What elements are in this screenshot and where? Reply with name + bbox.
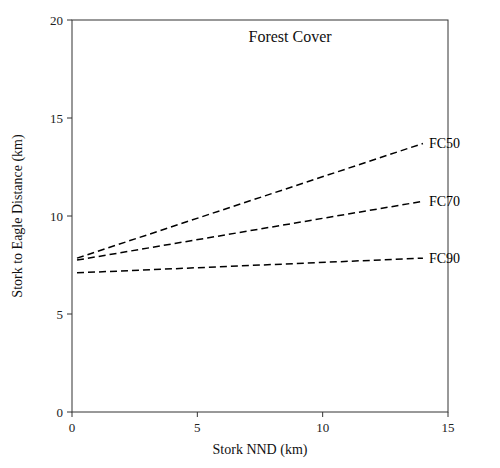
y-tick-label: 15	[50, 111, 63, 126]
series-label: FC90	[429, 251, 460, 266]
x-tick	[197, 412, 198, 417]
y-tick	[67, 20, 72, 21]
series-line	[77, 143, 423, 258]
y-tick	[67, 314, 72, 315]
y-tick-label: 20	[50, 13, 63, 28]
series-line	[77, 201, 423, 260]
x-tick	[72, 412, 73, 417]
x-tick	[322, 412, 323, 417]
y-axis-label: Stork to Eagle Distance (km)	[10, 134, 26, 298]
y-tick-label: 10	[50, 209, 63, 224]
y-tick	[67, 118, 72, 119]
y-tick-label: 5	[57, 307, 64, 322]
series-label: FC50	[429, 136, 460, 151]
series-label: FC70	[429, 194, 460, 209]
y-tick	[67, 216, 72, 217]
x-tick-label: 15	[442, 420, 455, 435]
series-line	[77, 258, 423, 273]
y-tick-label: 0	[57, 405, 64, 420]
plot-frame	[72, 20, 448, 412]
x-tick-label: 0	[69, 420, 76, 435]
x-axis-label: Stork NND (km)	[213, 442, 308, 458]
chart-title: Forest Cover	[249, 28, 333, 45]
plot-area	[77, 143, 423, 272]
y-tick	[67, 412, 72, 413]
x-tick-label: 10	[316, 420, 329, 435]
chart: 0 5 10 15 0 5 10 15 20 Stork NND (km) Stork to Eag…	[0, 0, 500, 468]
x-tick	[448, 412, 449, 417]
x-tick-label: 5	[194, 420, 201, 435]
